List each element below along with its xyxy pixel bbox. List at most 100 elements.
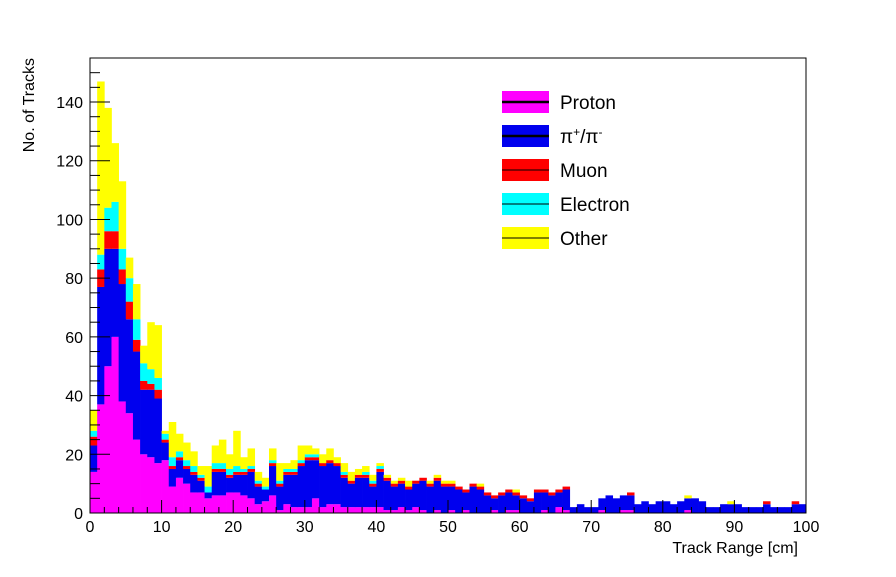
bar-other-bin-40 — [376, 463, 384, 467]
bar-other-bin-49 — [440, 480, 449, 484]
bar-electron-bin-25 — [269, 460, 277, 464]
bar-other-bin-54 — [476, 483, 485, 487]
bar-muon-bin-59 — [512, 492, 520, 496]
bar-muon-bin-0 — [90, 436, 98, 446]
bar-muon-bin-3 — [111, 231, 119, 249]
bar-proton-bin-12 — [175, 477, 184, 513]
bar-pion-bin-48 — [433, 480, 442, 511]
bar-muon-bin-32 — [319, 463, 327, 467]
bar-proton-bin-33 — [326, 504, 334, 513]
bar-muon-bin-53 — [469, 483, 477, 487]
bar-muon-bin-10 — [161, 439, 170, 443]
plot-background — [90, 58, 806, 513]
bar-pion-bin-50 — [448, 486, 456, 511]
bar-pion-bin-23 — [254, 486, 263, 505]
bar-proton-bin-10 — [161, 460, 170, 513]
legend-label-proton: Proton — [560, 93, 616, 114]
y-tick-label: 120 — [56, 154, 83, 171]
x-tick-label: 50 — [439, 519, 457, 536]
bar-proton-bin-30 — [304, 507, 313, 513]
bar-other-bin-26 — [276, 463, 284, 481]
bar-muon-bin-33 — [326, 460, 334, 464]
bar-other-bin-24 — [261, 477, 270, 487]
bar-other-bin-32 — [319, 454, 327, 464]
bar-other-bin-4 — [118, 181, 127, 249]
bar-pion-bin-12 — [175, 460, 184, 478]
bar-electron-bin-0 — [90, 430, 98, 437]
bar-electron-bin-5 — [125, 278, 134, 302]
bar-electron-bin-12 — [175, 451, 184, 458]
y-tick-label: 100 — [56, 212, 83, 229]
bar-electron-bin-35 — [340, 471, 349, 475]
bar-pion-bin-2 — [104, 248, 112, 367]
bar-pion-bin-31 — [311, 460, 320, 499]
bar-proton-bin-32 — [319, 507, 327, 513]
bar-pion-bin-79 — [655, 501, 664, 513]
bar-muon-bin-12 — [175, 457, 184, 461]
bar-proton-bin-5 — [125, 413, 134, 513]
bar-pion-bin-51 — [455, 489, 463, 513]
bar-other-bin-48 — [433, 474, 442, 478]
bar-muon-bin-6 — [132, 339, 141, 352]
bar-other-bin-37 — [354, 468, 363, 475]
bar-muon-bin-31 — [311, 457, 320, 461]
bar-proton-bin-20 — [233, 492, 241, 513]
bar-proton-bin-6 — [132, 439, 141, 513]
bar-muon-bin-57 — [498, 492, 506, 496]
bar-proton-bin-44 — [405, 510, 413, 513]
x-axis-title: Track Range [cm] — [672, 540, 798, 557]
bar-pion-bin-69 — [584, 507, 592, 513]
bar-electron-bin-26 — [276, 480, 284, 484]
bar-proton-bin-43 — [397, 507, 406, 513]
bar-muon-bin-11 — [168, 466, 177, 469]
bar-proton-bin-41 — [383, 510, 392, 513]
bar-muon-bin-65 — [555, 489, 563, 493]
bar-pion-bin-93 — [755, 507, 764, 513]
bar-proton-bin-28 — [290, 507, 298, 513]
bar-muon-bin-39 — [369, 483, 377, 487]
x-tick-label: 100 — [793, 519, 820, 536]
bar-pion-bin-28 — [290, 474, 298, 508]
bar-pion-bin-88 — [720, 504, 728, 513]
bar-proton-bin-22 — [247, 498, 256, 513]
bar-electron-bin-22 — [247, 466, 256, 469]
y-tick-label: 40 — [65, 389, 83, 406]
bar-pion-bin-21 — [240, 474, 248, 496]
bar-electron-bin-4 — [118, 248, 127, 270]
bar-pion-bin-19 — [226, 477, 234, 493]
y-tick-label: 80 — [65, 271, 83, 288]
bar-proton-bin-50 — [448, 510, 456, 513]
bar-electron-bin-9 — [154, 377, 162, 390]
bar-pion-bin-96 — [777, 507, 785, 513]
bar-proton-bin-39 — [369, 507, 377, 513]
legend: Proton π+/π- Muon Electron Other — [502, 91, 630, 250]
bar-electron-bin-1 — [97, 254, 105, 270]
bar-other-bin-0 — [90, 410, 98, 431]
bar-pion-bin-94 — [763, 504, 771, 513]
x-tick-label: 70 — [582, 519, 600, 536]
bar-pion-bin-56 — [490, 498, 499, 511]
bar-muon-bin-66 — [562, 486, 571, 490]
bar-other-bin-44 — [405, 480, 413, 487]
bar-pion-bin-5 — [125, 319, 134, 414]
bar-pion-bin-58 — [505, 492, 513, 511]
bar-pion-bin-77 — [641, 501, 649, 513]
y-tick-label: 0 — [74, 506, 83, 523]
bar-muon-bin-46 — [419, 477, 427, 481]
bar-pion-bin-4 — [118, 284, 127, 402]
bar-pion-bin-6 — [132, 351, 141, 440]
bar-muon-bin-56 — [490, 495, 499, 499]
y-tick-label: 20 — [65, 447, 83, 464]
bar-proton-bin-36 — [347, 507, 356, 513]
x-tick-label: 10 — [153, 519, 171, 536]
bar-other-bin-28 — [290, 460, 298, 469]
bar-proton-bin-21 — [240, 495, 248, 513]
bar-pion-bin-67 — [569, 507, 578, 513]
x-tick-label: 20 — [224, 519, 242, 536]
bar-electron-bin-30 — [304, 454, 313, 458]
axes-layer: 0 10 20 30 40 50 60 70 80 90 100 0 20 40 60 80 100 120 140 — [56, 57, 820, 536]
bar-other-bin-47 — [426, 480, 435, 484]
bar-electron-bin-11 — [168, 457, 177, 467]
bar-pion-bin-86 — [705, 507, 714, 513]
bar-electron-bin-21 — [240, 468, 248, 472]
